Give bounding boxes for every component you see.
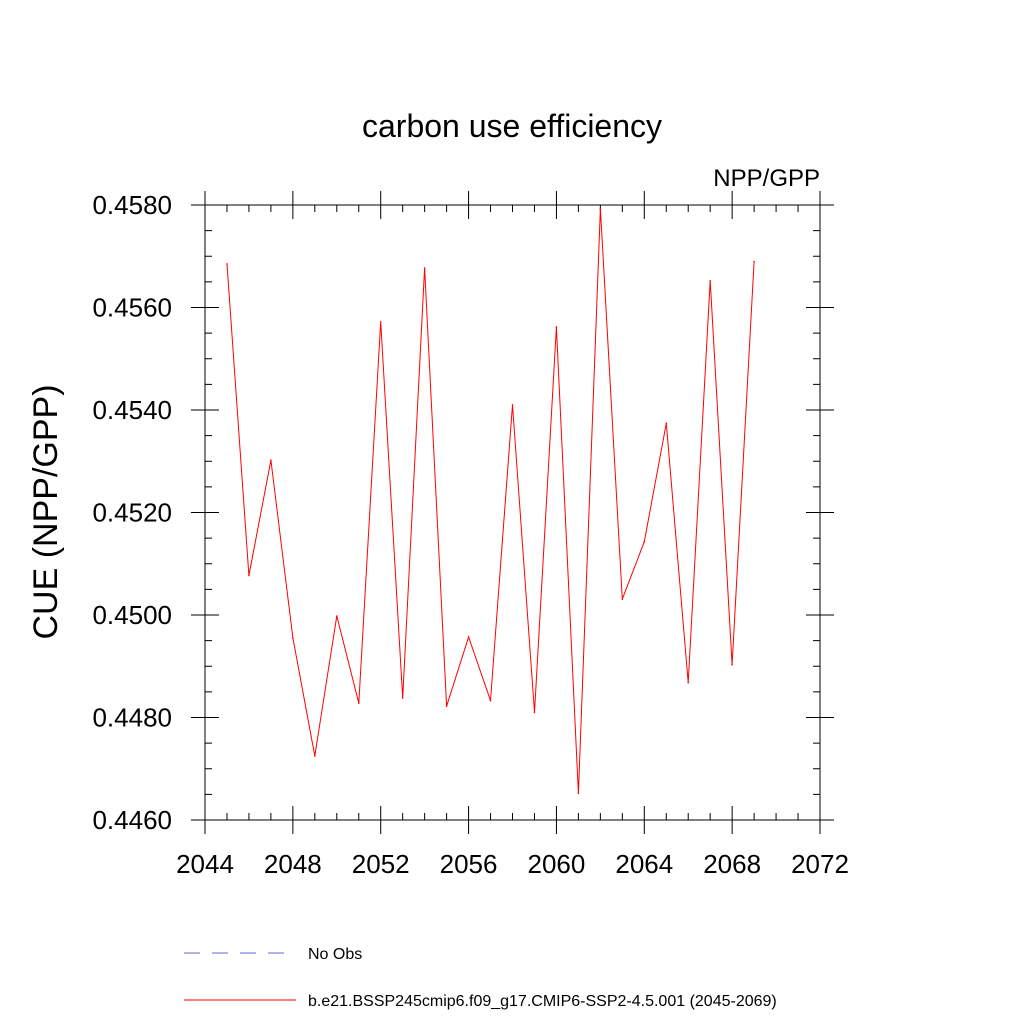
y-tick-label: 0.4540	[92, 395, 172, 425]
tick-labels: 2044 2048 2052 2056 2060 2064 2068 2072 0.4460 0.…	[92, 190, 848, 879]
data-point	[248, 574, 250, 577]
y-axis-label: CUE (NPP/GPP)	[27, 384, 65, 639]
data-point	[292, 637, 294, 639]
data-point	[467, 636, 470, 638]
data-point	[753, 260, 755, 263]
x-tick-label: 2048	[264, 849, 322, 879]
data-point	[423, 267, 426, 269]
data-point	[445, 705, 448, 708]
data-point	[511, 404, 514, 406]
data-point	[665, 422, 668, 425]
data-point	[270, 459, 272, 462]
data-point	[555, 326, 558, 328]
series-line-0	[226, 208, 755, 794]
y-tick-label: 0.4560	[92, 293, 172, 323]
x-tick-label: 2060	[528, 849, 586, 879]
data-point	[533, 711, 536, 714]
chart-subtitle: NPP/GPP	[713, 165, 820, 192]
data-point	[687, 681, 690, 684]
x-tick-label: 2052	[352, 849, 410, 879]
series-layer	[226, 207, 755, 795]
x-tick-label: 2056	[440, 849, 498, 879]
y-tick-label: 0.4520	[92, 498, 172, 528]
y-tick-label: 0.4500	[92, 600, 172, 630]
data-point	[335, 615, 338, 617]
data-point	[731, 663, 733, 666]
data-point	[577, 792, 580, 795]
data-point	[314, 755, 316, 757]
data-point	[489, 699, 492, 702]
y-tick-label: 0.4480	[92, 703, 172, 733]
plot-frame	[204, 204, 821, 821]
data-point	[357, 702, 360, 704]
legend-label-0: No Obs	[308, 946, 362, 963]
y-tick-label: 0.4580	[92, 190, 172, 220]
legend: No Obs b.e21.BSSP245cmip6.f09_g17.CMIP6-S…	[184, 946, 777, 1010]
data-point	[379, 321, 382, 323]
x-tick-label: 2064	[615, 849, 673, 879]
data-point	[226, 263, 228, 265]
x-tick-label: 2044	[176, 849, 234, 879]
axis-ticks	[191, 191, 834, 834]
data-point	[643, 540, 646, 543]
data-point	[709, 280, 711, 282]
chart-title: carbon use efficiency	[362, 108, 662, 144]
data-point	[401, 697, 404, 699]
data-point	[621, 598, 624, 600]
data-point	[599, 207, 602, 210]
y-tick-label: 0.4460	[92, 805, 172, 835]
x-tick-label: 2072	[791, 849, 849, 879]
x-tick-label: 2068	[703, 849, 761, 879]
legend-label-1: b.e21.BSSP245cmip6.f09_g17.CMIP6-SSP2-4.…	[308, 993, 777, 1010]
